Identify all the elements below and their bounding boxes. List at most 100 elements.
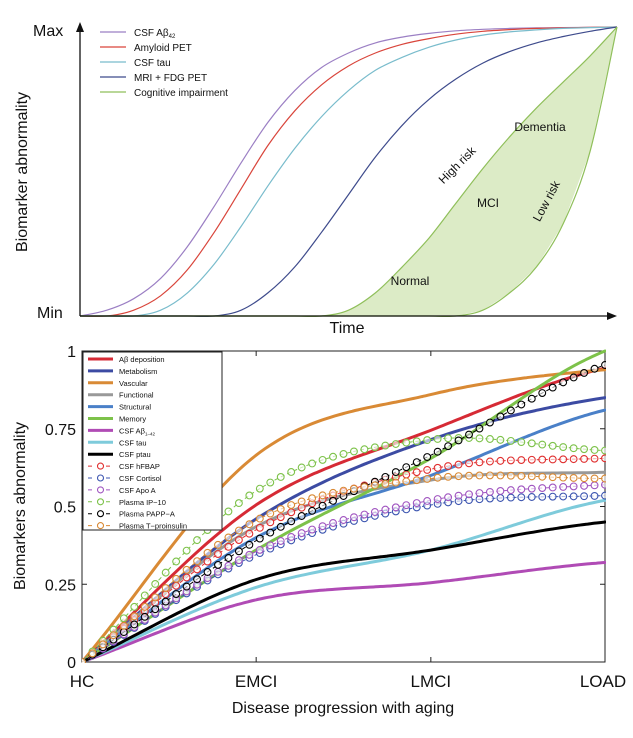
- bottom-chart-curves: [82, 349, 606, 663]
- data-point-plasma-t-proinsulin: [433, 473, 442, 482]
- top-chart-curves: [79, 26, 618, 318]
- data-point-plasma-papp-a: [517, 400, 526, 409]
- data-point-plasma-t-proinsulin: [82, 658, 86, 663]
- data-point-csf-hfbap: [548, 455, 557, 464]
- data-point-csf-apo-a: [391, 503, 400, 512]
- legend-label-csf-tau: CSF tau: [134, 58, 171, 69]
- legend-label-mri-fdg-pet: MRI + FDG PET: [134, 73, 207, 84]
- series-line-csf-ptau: [82, 520, 606, 663]
- data-point-csf-apo-a: [350, 513, 358, 522]
- annotation-dementia: Dementia: [514, 120, 566, 134]
- annotation-normal: Normal: [391, 274, 430, 288]
- data-point-csf-apo-a: [423, 497, 432, 505]
- data-point-plasma-t-proinsulin: [580, 474, 589, 483]
- data-point-plasma-ip-10: [569, 444, 578, 453]
- legend-marker-plasma-ip-10: [96, 498, 105, 506]
- data-point-plasma-t-proinsulin: [527, 472, 536, 481]
- data-point-plasma-t-proinsulin: [601, 474, 606, 483]
- data-point-plasma-t-proinsulin: [412, 476, 421, 485]
- data-point-plasma-t-proinsulin: [465, 471, 473, 480]
- data-point-plasma-ip-10: [234, 499, 243, 508]
- data-point-csf-apo-a: [402, 501, 411, 510]
- data-point-plasma-t-proinsulin: [454, 472, 463, 481]
- data-point-csf-apo-a: [224, 561, 233, 570]
- legend-marker-plasma-papp-a: [96, 510, 105, 518]
- data-point-csf-hfbap: [506, 456, 515, 465]
- annotation-high-risk: High risk: [436, 143, 480, 187]
- data-point-csf-hfbap: [266, 518, 275, 527]
- data-point-plasma-papp-a: [203, 568, 212, 576]
- data-point-csf-hfbap: [255, 523, 264, 532]
- data-point-plasma-t-proinsulin: [193, 557, 202, 566]
- data-point-plasma-t-proinsulin: [402, 477, 411, 486]
- data-point-plasma-ip-10: [339, 449, 348, 458]
- data-point-plasma-ip-10: [297, 463, 306, 472]
- legend-label-plasma-papp-a: Plasma PAPP−A: [119, 510, 175, 519]
- data-point-plasma-papp-a: [276, 522, 285, 531]
- data-point-plasma-t-proinsulin: [444, 472, 453, 481]
- y-tick-max: Max: [33, 23, 63, 40]
- data-point-plasma-papp-a: [454, 436, 463, 445]
- data-point-plasma-papp-a: [245, 540, 254, 549]
- data-point-plasma-papp-a: [182, 582, 191, 591]
- legend-label-plasma-t-proinsulin: Plasma T−proinsulin: [119, 522, 187, 531]
- data-point-plasma-t-proinsulin: [151, 593, 160, 602]
- x-tick-label-hc: HC: [70, 672, 95, 691]
- data-point-plasma-papp-a: [412, 458, 421, 467]
- data-point-plasma-t-proinsulin: [423, 474, 432, 483]
- series-line-csf-tau: [79, 26, 618, 318]
- data-point-csf-apo-a: [329, 519, 337, 527]
- data-point-plasma-ip-10: [161, 568, 170, 577]
- data-point-csf-hfbap: [182, 573, 191, 582]
- data-point-plasma-t-proinsulin: [391, 478, 400, 487]
- series-line-a-deposition: [82, 366, 606, 663]
- data-point-plasma-ip-10: [381, 441, 390, 450]
- data-point-plasma-t-proinsulin: [234, 526, 243, 535]
- data-point-csf-apo-a: [444, 493, 453, 502]
- y-tick-label: 0.25: [45, 577, 76, 594]
- data-point-plasma-t-proinsulin: [119, 621, 128, 630]
- top-legend: CSF Aβ42 Amyloid PET CSF tau MRI + FDG PET C…: [100, 28, 228, 99]
- data-point-plasma-papp-a: [433, 447, 442, 456]
- data-point-csf-apo-a: [433, 495, 442, 503]
- data-point-csf-hfbap: [402, 470, 411, 479]
- data-point-plasma-t-proinsulin: [370, 481, 379, 490]
- data-point-csf-apo-a: [234, 556, 243, 565]
- data-point-csf-hfbap: [569, 455, 578, 464]
- legend-label-csf-apo-a: CSF Apo A: [119, 486, 156, 495]
- data-point-plasma-ip-10: [255, 484, 264, 493]
- data-point-csf-hfbap: [454, 460, 463, 469]
- data-point-plasma-t-proinsulin: [381, 480, 390, 488]
- data-point-csf-apo-a: [381, 505, 390, 514]
- data-point-csf-hfbap: [601, 454, 606, 463]
- data-point-plasma-papp-a: [485, 418, 494, 427]
- data-point-plasma-t-proinsulin: [485, 471, 494, 480]
- data-point-plasma-ip-10: [119, 614, 128, 623]
- series-line-amyloid-pet: [79, 26, 618, 318]
- data-point-csf-apo-a: [527, 484, 536, 493]
- data-point-plasma-papp-a: [569, 373, 578, 382]
- data-point-csf-hfbap: [475, 458, 484, 467]
- data-point-plasma-t-proinsulin: [109, 631, 118, 640]
- data-point-csf-hfbap: [203, 557, 212, 566]
- data-point-csf-apo-a: [287, 532, 296, 541]
- legend-label-cognitive-impairment: Cognitive impairment: [134, 88, 228, 99]
- legend-label-csf-hfbap: CSF hFBAP: [119, 462, 160, 471]
- data-point-csf-hfbap: [517, 456, 526, 464]
- legend-label-metabolism: Metabolism: [119, 367, 157, 376]
- data-point-plasma-ip-10: [172, 557, 181, 566]
- legend-label-amyloid-pet: Amyloid PET: [134, 43, 192, 54]
- data-point-csf-apo-a: [485, 487, 494, 496]
- data-point-plasma-papp-a: [559, 378, 568, 387]
- data-point-plasma-t-proinsulin: [297, 497, 306, 506]
- data-point-csf-apo-a: [255, 545, 264, 554]
- data-point-plasma-papp-a: [538, 389, 547, 397]
- data-point-plasma-papp-a: [423, 453, 432, 461]
- data-point-plasma-ip-10: [412, 437, 421, 446]
- data-point-plasma-papp-a: [234, 547, 243, 556]
- data-point-plasma-t-proinsulin: [182, 565, 191, 574]
- data-point-csf-hfbap: [433, 463, 442, 472]
- data-point-csf-apo-a: [548, 483, 557, 492]
- data-point-plasma-papp-a: [329, 496, 337, 505]
- data-point-csf-apo-a: [517, 485, 526, 494]
